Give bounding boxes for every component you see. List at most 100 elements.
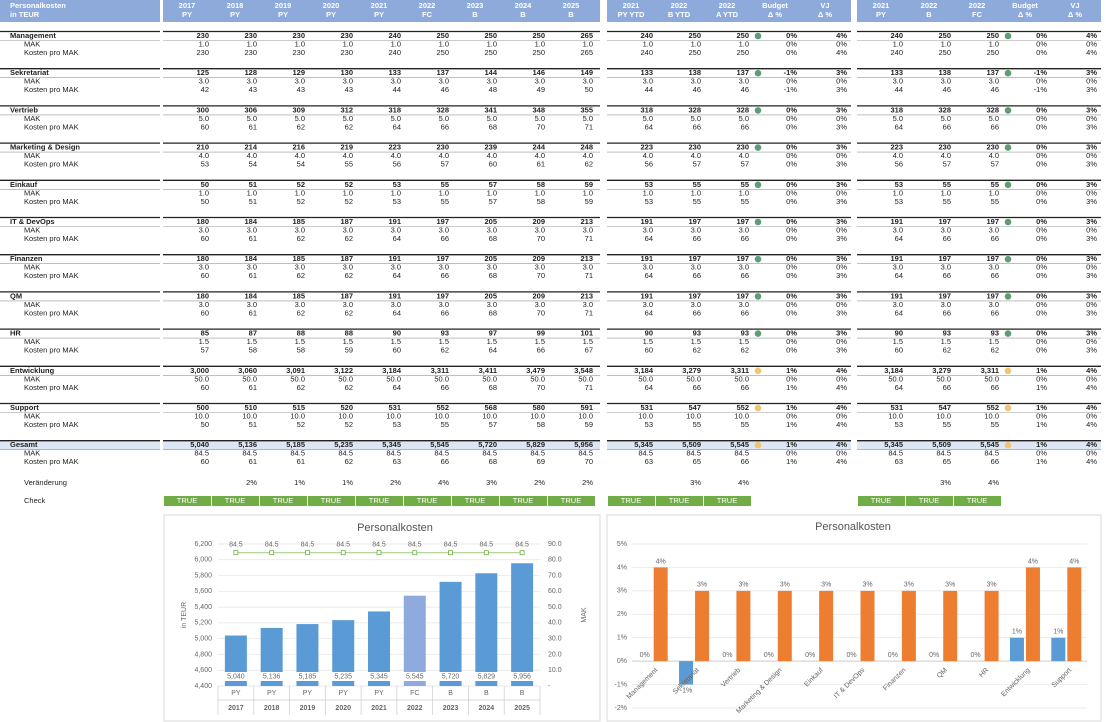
cell: 191 — [388, 217, 401, 226]
mak-value-label: 84.5 — [480, 542, 494, 549]
cell: 1% — [1036, 440, 1047, 449]
check-value: TRUE — [561, 496, 581, 505]
cell: 50.0 — [482, 374, 497, 383]
x-tick-label: FC — [410, 690, 419, 697]
cell: 230 — [292, 31, 305, 40]
cell: 93 — [943, 329, 951, 338]
cell: 1.0 — [199, 39, 209, 48]
cell: 4.0 — [295, 151, 305, 160]
cell: 4% — [836, 457, 847, 466]
column-header: 2022 — [419, 1, 436, 10]
cell: 1% — [1036, 366, 1047, 375]
cell: 230 — [244, 31, 257, 40]
cell: 3.0 — [583, 77, 593, 86]
check-value: TRUE — [465, 496, 485, 505]
cell: 0% — [786, 114, 797, 123]
check-value: TRUE — [669, 496, 689, 505]
cell: 1.0 — [391, 39, 401, 48]
cell: 0% — [1036, 217, 1047, 226]
total-highlight — [0, 440, 160, 450]
bar-value-label: 0% — [805, 652, 815, 659]
bar-value-label: 5,040 — [227, 673, 245, 680]
check-value: TRUE — [321, 496, 341, 505]
status-dot — [754, 218, 762, 226]
cell: 0% — [836, 114, 847, 123]
cell: 0% — [786, 300, 797, 309]
mak-marker — [483, 550, 489, 556]
cell: 230 — [340, 48, 353, 57]
cell: 184 — [244, 291, 257, 300]
cell: 137 — [736, 68, 749, 77]
check-value: TRUE — [417, 496, 437, 505]
cell: 4% — [1086, 31, 1097, 40]
bar-value-label: 3% — [987, 582, 997, 589]
cell: 191 — [388, 254, 401, 263]
cell: 3.0 — [691, 300, 701, 309]
cell: 57 — [943, 160, 951, 169]
cell: 50.0 — [338, 374, 353, 383]
mak-value-label: 84.5 — [301, 542, 315, 549]
cell: 60 — [201, 457, 209, 466]
cell: 230 — [244, 48, 257, 57]
cell: 4% — [738, 478, 749, 487]
cell: 3,091 — [286, 366, 305, 375]
cell: 0% — [786, 271, 797, 280]
y2-tick-label: 50.0 — [548, 604, 562, 611]
cell: 58 — [249, 346, 257, 355]
cell: 3.0 — [583, 300, 593, 309]
cell: 1.5 — [643, 337, 653, 346]
column-header: A YTD — [716, 10, 739, 19]
x-group-label: 2019 — [300, 705, 316, 712]
cell: 3,060 — [238, 366, 257, 375]
cell: 3,184 — [884, 366, 904, 375]
row-label: Kosten pro MAK — [24, 160, 79, 169]
bar-value-label: 0% — [971, 652, 981, 659]
row-label: Kosten pro MAK — [24, 234, 79, 243]
cell: 2% — [390, 478, 401, 487]
status-dot — [1004, 367, 1012, 375]
cell: 300 — [196, 105, 209, 114]
y-tick-label: 2% — [617, 611, 627, 618]
cell: 328 — [986, 105, 999, 114]
cell: 309 — [292, 105, 305, 114]
cell: 55 — [943, 197, 951, 206]
cell: 51 — [249, 197, 257, 206]
cell: 85 — [201, 329, 209, 338]
cell: 248 — [580, 143, 593, 152]
row-label: Kosten pro MAK — [24, 122, 79, 131]
column-header: 2023 — [467, 1, 484, 10]
cell: 71 — [585, 308, 593, 317]
cell: 3% — [1086, 254, 1097, 263]
cell: 63 — [393, 457, 401, 466]
cell: 3,279 — [932, 366, 951, 375]
cell: 0% — [836, 337, 847, 346]
cell: 240 — [640, 48, 653, 57]
cell: 0% — [786, 217, 797, 226]
cell: 84.5 — [984, 449, 999, 458]
cell: 68 — [489, 122, 497, 131]
cell: 197 — [938, 217, 951, 226]
cell: 3.0 — [893, 77, 903, 86]
cell: 1.5 — [941, 337, 951, 346]
bar-value-label: 5,545 — [406, 673, 424, 680]
cell: 97 — [489, 329, 497, 338]
cell: 230 — [688, 143, 701, 152]
cell: 53 — [393, 197, 401, 206]
cell: 0% — [1086, 300, 1097, 309]
cell: 3% — [836, 143, 847, 152]
cell: 5.0 — [941, 114, 951, 123]
row-label: MAK — [24, 188, 40, 197]
cell: 4.0 — [535, 151, 545, 160]
cell: 510 — [244, 403, 257, 412]
cell: 1% — [1036, 383, 1047, 392]
cell: 57 — [201, 346, 209, 355]
cell: 3.0 — [439, 263, 449, 272]
bar-value-label: 0% — [888, 652, 898, 659]
cell: 0% — [786, 31, 797, 40]
status-dot — [1004, 255, 1012, 263]
row-label: Kosten pro MAK — [24, 457, 79, 466]
check-value: TRUE — [513, 496, 533, 505]
cell: 70 — [585, 457, 593, 466]
header-cell — [857, 0, 1101, 22]
cell: 50 — [201, 180, 209, 189]
